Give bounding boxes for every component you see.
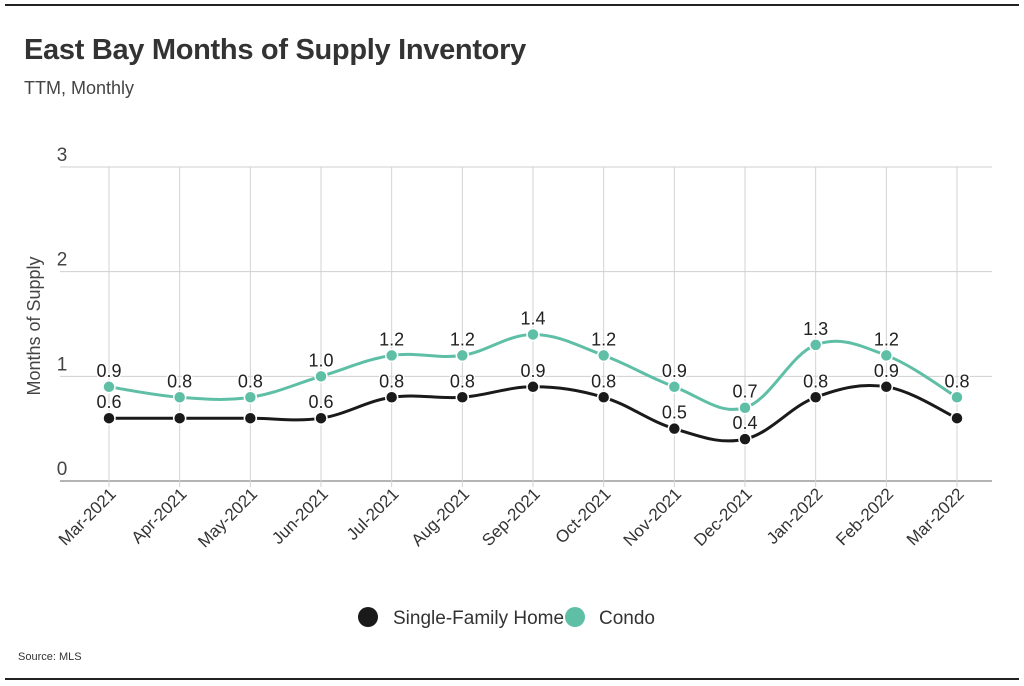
legend-marker-single-family-home: [358, 607, 378, 627]
data-label-single-family-home: 0.9: [874, 361, 899, 381]
data-label-single-family-home: 0.6: [308, 392, 333, 412]
data-label-condo: 0.8: [944, 371, 969, 391]
data-label-single-family-home: 0.8: [803, 371, 828, 391]
data-label-condo: 1.2: [591, 329, 616, 349]
data-point-single-family-home: [879, 380, 894, 394]
data-point-condo: [243, 390, 258, 405]
y-axis-label: Months of Supply: [24, 256, 44, 395]
y-tick-label: 1: [57, 354, 68, 375]
y-tick-label: 2: [57, 250, 68, 271]
legend-marker-condo: [565, 607, 585, 627]
data-label-condo: 0.8: [238, 371, 263, 391]
data-point-single-family-home: [738, 432, 752, 446]
data-label-single-family-home: 0.8: [450, 371, 475, 391]
data-point-single-family-home: [172, 411, 187, 425]
chart-subtitle: TTM, Monthly: [24, 78, 135, 98]
bottom-rule: [5, 678, 1019, 680]
x-tick-label: Aug-2021: [408, 484, 474, 550]
data-label-condo: 1.2: [874, 329, 899, 349]
chart-title: East Bay Months of Supply Inventory: [24, 34, 526, 66]
data-label-condo: 1.4: [520, 308, 545, 328]
source-note: Source: MLS: [18, 651, 82, 663]
data-label-single-family-home: 0.5: [662, 403, 687, 423]
data-point-single-family-home: [596, 390, 611, 405]
x-tick-label: Dec-2021: [690, 484, 756, 550]
data-point-single-family-home: [243, 411, 258, 425]
data-point-condo: [172, 390, 187, 405]
x-tick-label: Apr-2021: [128, 484, 191, 547]
data-label-condo: 1.2: [450, 329, 475, 349]
data-point-condo: [526, 327, 540, 342]
data-point-condo: [667, 380, 682, 394]
y-tick-label: 0: [57, 459, 68, 480]
x-tick-label: Mar-2021: [55, 484, 120, 549]
top-rule: [5, 4, 1019, 6]
data-point-condo: [596, 348, 611, 363]
data-label-condo: 0.8: [167, 371, 192, 391]
data-label-condo: 0.7: [732, 382, 757, 402]
data-label-single-family-home: 0.9: [520, 361, 545, 381]
data-label-condo: 0.9: [96, 361, 121, 381]
data-point-condo: [738, 400, 752, 415]
data-label-condo: 1.0: [308, 350, 333, 370]
legend-label-condo: Condo: [599, 608, 655, 629]
data-label-single-family-home: 0.8: [379, 371, 404, 391]
data-label-condo: 1.3: [803, 319, 828, 339]
data-label-single-family-home: 0.6: [96, 392, 121, 412]
x-tick-label: Jan-2022: [763, 484, 827, 548]
data-point-single-family-home: [102, 411, 116, 425]
x-tick-label: May-2021: [194, 484, 261, 551]
data-point-single-family-home: [526, 380, 540, 394]
data-point-single-family-home: [384, 390, 399, 405]
data-point-condo: [879, 348, 894, 363]
data-point-condo: [102, 380, 116, 394]
data-point-condo: [950, 390, 964, 405]
data-point-single-family-home: [667, 421, 682, 436]
y-tick-label: 3: [57, 145, 68, 166]
data-point-single-family-home: [314, 411, 328, 425]
x-tick-label: Sep-2021: [478, 484, 544, 550]
data-label-condo: 1.2: [379, 329, 404, 349]
data-point-single-family-home: [950, 411, 964, 425]
x-tick-label: Jun-2021: [268, 484, 332, 548]
x-tick-label: Mar-2022: [903, 484, 968, 549]
x-tick-label: Jul-2021: [343, 484, 403, 544]
x-tick-label: Oct-2021: [552, 484, 615, 547]
data-point-condo: [808, 338, 823, 352]
data-label-single-family-home: 0.4: [732, 413, 757, 433]
data-point-condo: [384, 348, 399, 363]
data-label-single-family-home: 0.8: [591, 371, 616, 391]
x-tick-label: Feb-2022: [832, 484, 897, 549]
data-point-condo: [455, 348, 470, 363]
legend-label-single-family-home: Single-Family Home: [393, 608, 564, 629]
x-tick-label: Nov-2021: [620, 484, 686, 550]
data-point-single-family-home: [455, 390, 470, 405]
data-point-condo: [314, 369, 328, 384]
data-point-single-family-home: [808, 390, 823, 405]
data-label-condo: 0.9: [662, 361, 687, 381]
